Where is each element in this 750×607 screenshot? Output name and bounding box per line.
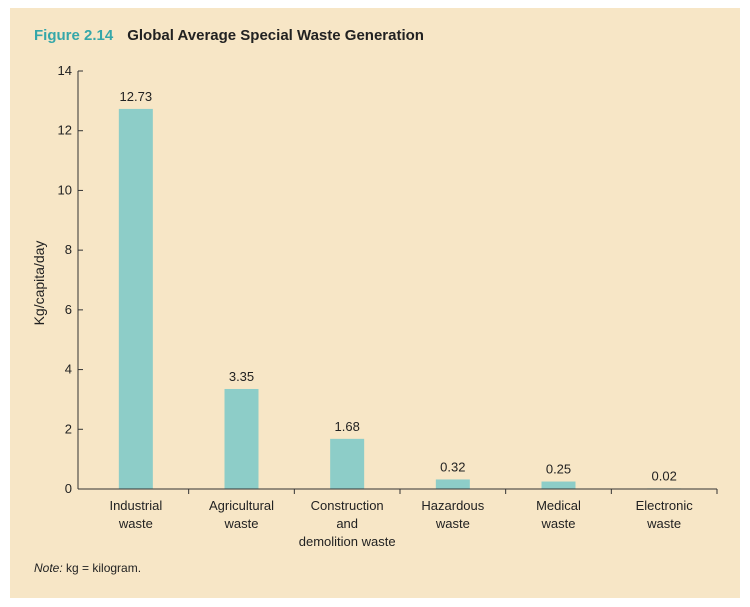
category-label: Hazardous waste [421,498,484,531]
axes-layer [77,70,718,494]
category-label: Agricultural waste [209,498,274,531]
bars-layer [118,108,682,489]
bar [541,481,576,489]
value-label: 0.02 [652,468,677,483]
y-tick-label: 2 [65,421,72,436]
value-label: 0.32 [440,459,465,474]
bar [224,388,259,489]
y-tick-label: 8 [65,242,72,257]
y-tick-label: 4 [65,362,72,377]
figure-number: Figure 2.14 [34,27,114,44]
y-axis-title: Kg/capita/day [31,241,47,326]
category-label: Construction and demolition waste [299,498,396,549]
value-label: 0.25 [546,462,571,477]
bar [435,479,470,489]
value-label: 1.68 [335,419,360,434]
category-label: Medical waste [536,498,581,531]
value-label: 12.73 [120,89,153,104]
bar-chart: 0 2 4 6 8 10 12 14 Kg/capita/day 12.73 Industrial w… [31,63,718,549]
y-tick-label: 12 [58,123,72,138]
bar [118,108,153,489]
value-label: 3.35 [229,369,254,384]
category-label: Electronic waste [636,498,694,531]
y-tick-label: 14 [58,63,72,78]
category-label: Industrial waste [109,498,162,531]
note-label: Note: [34,561,63,575]
y-tick-label: 0 [65,481,72,496]
chart-title: Global Average Special Waste Generation [127,27,424,44]
figure-heading: Figure 2.14 Global Average Special Waste … [34,27,424,44]
figure-note: Note: kg = kilogram. [34,561,141,575]
figure-panel: Figure 2.14 Global Average Special Waste … [10,8,740,598]
y-tick-label: 6 [65,302,72,317]
labels-layer: 0 2 4 6 8 10 12 14 Kg/capita/day 12.73 Industrial w… [31,63,693,549]
bar [330,438,365,489]
note-text: kg = kilogram. [62,561,142,575]
y-tick-label: 10 [58,182,72,197]
